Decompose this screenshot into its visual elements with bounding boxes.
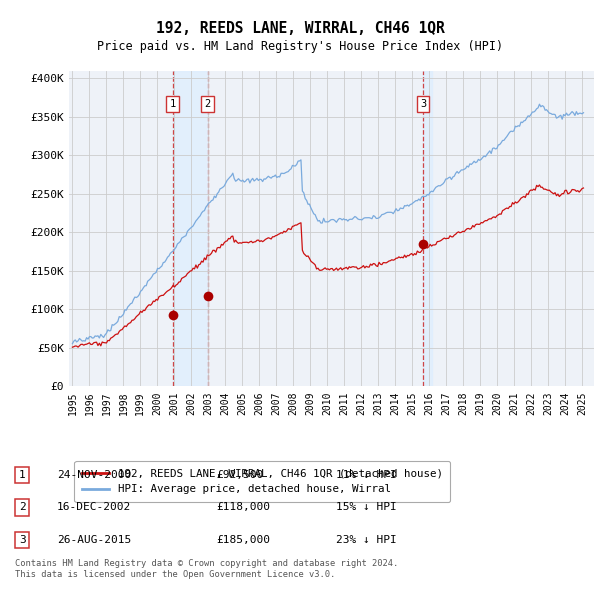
- Text: 2: 2: [205, 99, 211, 109]
- Text: 192, REEDS LANE, WIRRAL, CH46 1QR: 192, REEDS LANE, WIRRAL, CH46 1QR: [155, 21, 445, 35]
- Text: 24-NOV-2000: 24-NOV-2000: [57, 470, 131, 480]
- Text: Contains HM Land Registry data © Crown copyright and database right 2024.: Contains HM Land Registry data © Crown c…: [15, 559, 398, 568]
- Text: £185,000: £185,000: [216, 535, 270, 545]
- Text: 26-AUG-2015: 26-AUG-2015: [57, 535, 131, 545]
- Text: 23% ↓ HPI: 23% ↓ HPI: [336, 535, 397, 545]
- Text: 3: 3: [420, 99, 427, 109]
- Text: 11% ↓ HPI: 11% ↓ HPI: [336, 470, 397, 480]
- Legend: 192, REEDS LANE, WIRRAL, CH46 1QR (detached house), HPI: Average price, detached: 192, REEDS LANE, WIRRAL, CH46 1QR (detac…: [74, 461, 451, 502]
- Text: Price paid vs. HM Land Registry's House Price Index (HPI): Price paid vs. HM Land Registry's House …: [97, 40, 503, 53]
- Text: £118,000: £118,000: [216, 503, 270, 512]
- Text: 2: 2: [19, 503, 26, 512]
- Text: 15% ↓ HPI: 15% ↓ HPI: [336, 503, 397, 512]
- Text: 16-DEC-2002: 16-DEC-2002: [57, 503, 131, 512]
- Bar: [423, 71, 432, 386]
- Bar: [173, 71, 208, 386]
- Text: 1: 1: [19, 470, 26, 480]
- Text: £92,500: £92,500: [216, 470, 263, 480]
- Text: 1: 1: [170, 99, 176, 109]
- Text: This data is licensed under the Open Government Licence v3.0.: This data is licensed under the Open Gov…: [15, 571, 335, 579]
- Text: 3: 3: [19, 535, 26, 545]
